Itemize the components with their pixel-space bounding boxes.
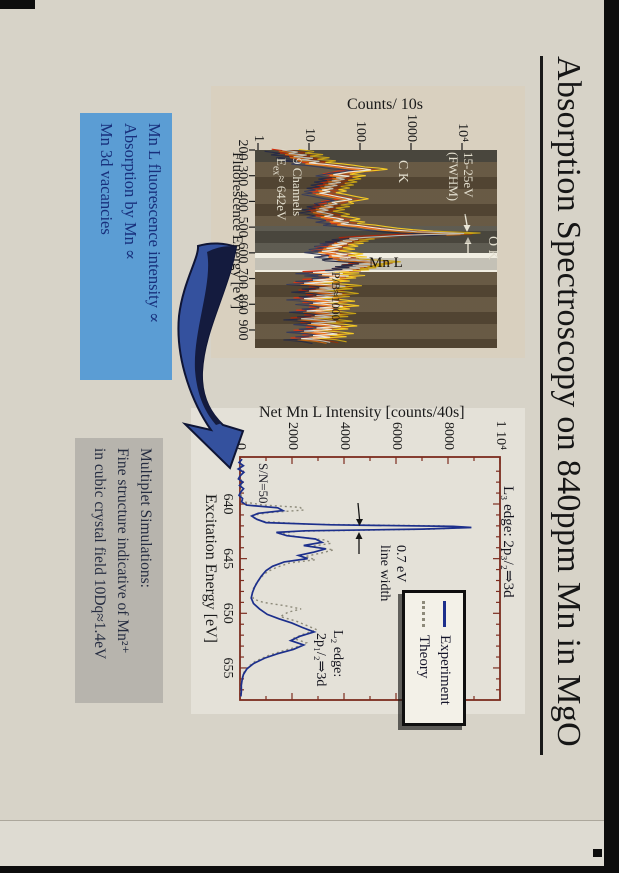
swoosh-arrow-icon: [177, 242, 245, 470]
charts-canvas: [236, 143, 501, 701]
slide-landscape-content: Absorption Spectroscopy on 840ppm Mn in …: [0, 0, 619, 873]
scanned-slide-page: Absorption Spectroscopy on 840ppm Mn in …: [0, 0, 619, 873]
